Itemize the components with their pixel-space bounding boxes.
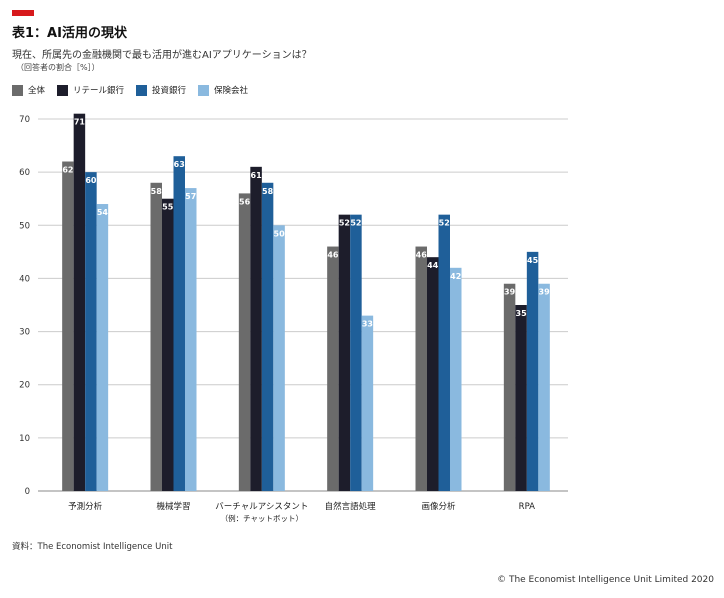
data-label-1-1: 55 <box>162 203 174 212</box>
bar-3-0 <box>96 204 109 491</box>
y-tick-label-0: 0 <box>25 487 30 497</box>
data-label-1-4: 44 <box>427 261 439 270</box>
category-label-1-0: 機械学習 <box>156 501 190 512</box>
y-tick-label-60: 60 <box>19 168 30 178</box>
data-label-3-4: 42 <box>450 272 461 281</box>
legend-item-insurance: 保険会社 <box>198 84 248 96</box>
legend-item-overall: 全体 <box>12 84 45 96</box>
y-tick-label-20: 20 <box>19 381 30 391</box>
legend-label-insurance: 保険会社 <box>214 86 249 96</box>
bar-0-2 <box>238 193 251 491</box>
y-tick-label-40: 40 <box>19 274 30 284</box>
data-label-1-3: 52 <box>339 219 350 228</box>
data-label-3-0: 54 <box>97 208 109 217</box>
category-label-4-0: 画像分析 <box>421 501 456 512</box>
bar-3-1 <box>185 188 197 491</box>
y-tick-label-30: 30 <box>19 328 30 338</box>
legend-item-investment-bank: 投資銀行 <box>136 84 186 96</box>
bar-2-2 <box>261 182 274 491</box>
legend-swatch-retail-bank <box>57 84 69 96</box>
data-label-3-2: 50 <box>274 229 286 238</box>
bar-2-4 <box>438 214 450 491</box>
legend-label-overall: 全体 <box>28 86 46 96</box>
bar-2-5 <box>526 251 539 491</box>
bar-3-3 <box>361 315 374 491</box>
category-label-0-0: 予測分析 <box>68 501 103 512</box>
y-tick-label-70: 70 <box>19 115 30 125</box>
bar-chart: 0 10 20 30 40 50 60 70 62 71 60 54 予測分析 58 55 63 57 機械学習 5… <box>19 113 568 523</box>
data-label-2-3: 52 <box>350 219 361 228</box>
data-label-2-2: 58 <box>262 187 274 196</box>
data-label-0-0: 62 <box>62 166 73 175</box>
data-label-0-2: 56 <box>239 197 251 206</box>
data-label-2-0: 60 <box>85 176 97 185</box>
legend-label-retail-bank: リテール銀行 <box>73 86 125 96</box>
bar-1-1 <box>162 198 174 491</box>
data-label-3-1: 57 <box>185 192 196 201</box>
legend-swatch-investment-bank <box>136 84 148 96</box>
y-tick-label-50: 50 <box>19 221 30 231</box>
bar-3-5 <box>538 283 550 491</box>
bar-1-4 <box>427 257 439 491</box>
data-label-0-4: 46 <box>416 251 428 260</box>
data-label-1-5: 35 <box>516 309 528 318</box>
category-label-2-1: （例：チャットボット） <box>221 513 303 523</box>
bar-0-5 <box>503 283 516 491</box>
data-label-2-1: 63 <box>174 160 185 169</box>
data-label-1-0: 71 <box>74 118 86 127</box>
copyright-note: © The Economist Intelligence Unit Limite… <box>497 575 714 585</box>
bar-1-5 <box>515 305 527 491</box>
data-label-2-5: 45 <box>527 256 539 265</box>
data-label-1-2: 61 <box>251 171 263 180</box>
bar-0-3 <box>327 246 339 491</box>
category-label-2-0: バーチャルアシスタント <box>215 502 308 512</box>
bar-3-4 <box>450 267 462 491</box>
accent-bar <box>12 10 34 16</box>
data-label-0-3: 46 <box>327 251 339 260</box>
legend-item-retail-bank: リテール銀行 <box>57 84 124 96</box>
bar-1-0 <box>73 113 86 491</box>
chart-title: 表1：AI活用の現状 <box>12 26 127 41</box>
bar-2-3 <box>350 214 362 491</box>
data-label-3-5: 39 <box>539 288 551 297</box>
data-label-2-4: 52 <box>439 219 450 228</box>
data-label-3-3: 33 <box>362 320 373 329</box>
bar-0-4 <box>415 246 427 491</box>
y-tick-label-10: 10 <box>19 434 30 444</box>
bar-2-0 <box>85 172 97 491</box>
legend: 全体 リテール銀行 投資銀行 保険会社 <box>12 84 248 96</box>
bar-0-1 <box>150 182 162 491</box>
bar-0-0 <box>62 161 74 491</box>
legend-swatch-overall <box>12 84 23 96</box>
source-note: 資料：The Economist Intelligence Unit <box>12 542 173 552</box>
legend-label-investment-bank: 投資銀行 <box>152 86 187 96</box>
category-label-3-0: 自然言語処理 <box>325 501 377 512</box>
legend-swatch-insurance <box>198 84 210 96</box>
unit-note: （回答者の割合［%］） <box>16 63 100 72</box>
bar-1-3 <box>338 214 351 491</box>
bar-2-1 <box>173 156 185 491</box>
category-label-5-0: RPA <box>519 502 535 512</box>
bar-3-2 <box>273 225 285 491</box>
data-label-0-5: 39 <box>504 288 516 297</box>
bar-1-2 <box>250 166 262 491</box>
chart-subtitle: 現在、所属先の金融機関で最も活用が進むAIアプリケーションは？ <box>12 50 312 61</box>
data-label-0-1: 58 <box>151 187 163 196</box>
